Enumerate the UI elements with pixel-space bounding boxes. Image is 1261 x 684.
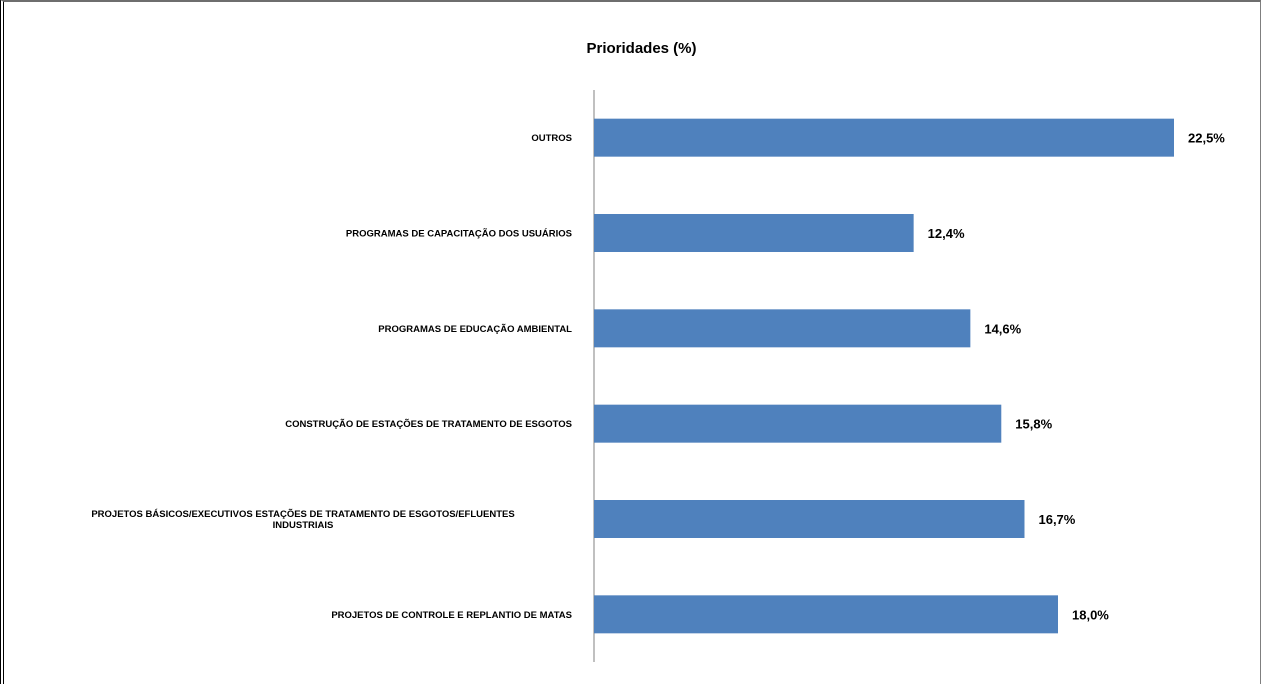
bar <box>594 118 1174 157</box>
data-label: 14,6% <box>984 321 1021 336</box>
data-label: 22,5% <box>1188 131 1225 146</box>
category-label: PROJETOS BÁSICOS/EXECUTIVOS ESTAÇÕES DE … <box>91 509 514 531</box>
category-label-line: PROGRAMAS DE CAPACITAÇÃO DOS USUÁRIOS <box>346 229 572 240</box>
category-label: PROJETOS DE CONTROLE E REPLANTIO DE MATA… <box>331 610 572 621</box>
category-label-line: PROJETOS DE CONTROLE E REPLANTIO DE MATA… <box>331 610 572 621</box>
category-label: PROGRAMAS DE EDUCAÇÃO AMBIENTAL <box>378 324 572 335</box>
category-label: PROGRAMAS DE CAPACITAÇÃO DOS USUÁRIOS <box>346 229 572 240</box>
data-label: 18,0% <box>1072 607 1109 622</box>
category-label-line: CONSTRUÇÃO DE ESTAÇÕES DE TRATAMENTO DE … <box>285 419 572 430</box>
category-label-line: PROJETOS BÁSICOS/EXECUTIVOS ESTAÇÕES DE … <box>91 509 514 520</box>
chart-title: Prioridades (%) <box>586 40 697 57</box>
category-label-line: PROGRAMAS DE EDUCAÇÃO AMBIENTAL <box>378 324 572 335</box>
category-label-line: INDUSTRIAIS <box>273 520 334 531</box>
data-label: 16,7% <box>1038 512 1075 527</box>
category-label-line: OUTROS <box>531 133 572 144</box>
bar <box>594 500 1025 538</box>
data-label: 12,4% <box>928 226 965 241</box>
category-label: OUTROS <box>531 133 572 144</box>
data-label: 15,8% <box>1015 417 1052 432</box>
bar <box>594 595 1058 634</box>
category-label: CONSTRUÇÃO DE ESTAÇÕES DE TRATAMENTO DE … <box>285 419 572 430</box>
bar <box>594 404 1002 443</box>
bar <box>594 214 914 252</box>
bar <box>594 309 971 348</box>
